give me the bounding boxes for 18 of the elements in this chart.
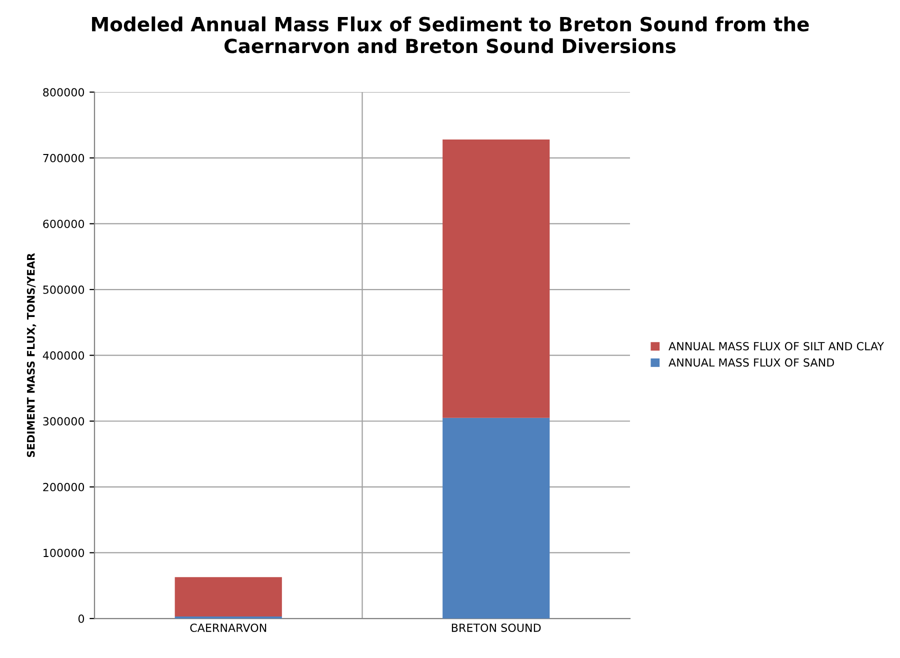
legend-label: ANNUAL MASS FLUX OF SAND <box>668 358 834 367</box>
y-tick-label: 600000 <box>43 220 84 228</box>
y-tick-label: 700000 <box>43 154 84 162</box>
y-axis-title: SEDIMENT MASS FLUX, TONS/YEAR <box>26 253 36 457</box>
bar <box>442 139 550 418</box>
y-tick-label: 800000 <box>43 88 84 96</box>
chart-title: Modeled Annual Mass Flux of Sediment to Breton Sound from the Caernarvon and Breton Sound Diversions <box>92 16 809 54</box>
y-tick-label: 200000 <box>43 482 84 492</box>
legend-label: ANNUAL MASS FLUX OF SILT AND CLAY <box>668 342 884 350</box>
y-tick-label: 0 <box>78 614 84 623</box>
bar <box>174 577 282 617</box>
y-tick-label: 100000 <box>44 548 84 558</box>
x-tick-label: BRETON SOUND <box>452 624 541 632</box>
y-tick-label: 400000 <box>42 351 84 360</box>
y-tick-label: 300000 <box>43 417 84 426</box>
y-tick-label: 500000 <box>43 285 84 294</box>
bar <box>442 418 550 619</box>
x-tick-label: CAERNARVON <box>190 624 266 632</box>
